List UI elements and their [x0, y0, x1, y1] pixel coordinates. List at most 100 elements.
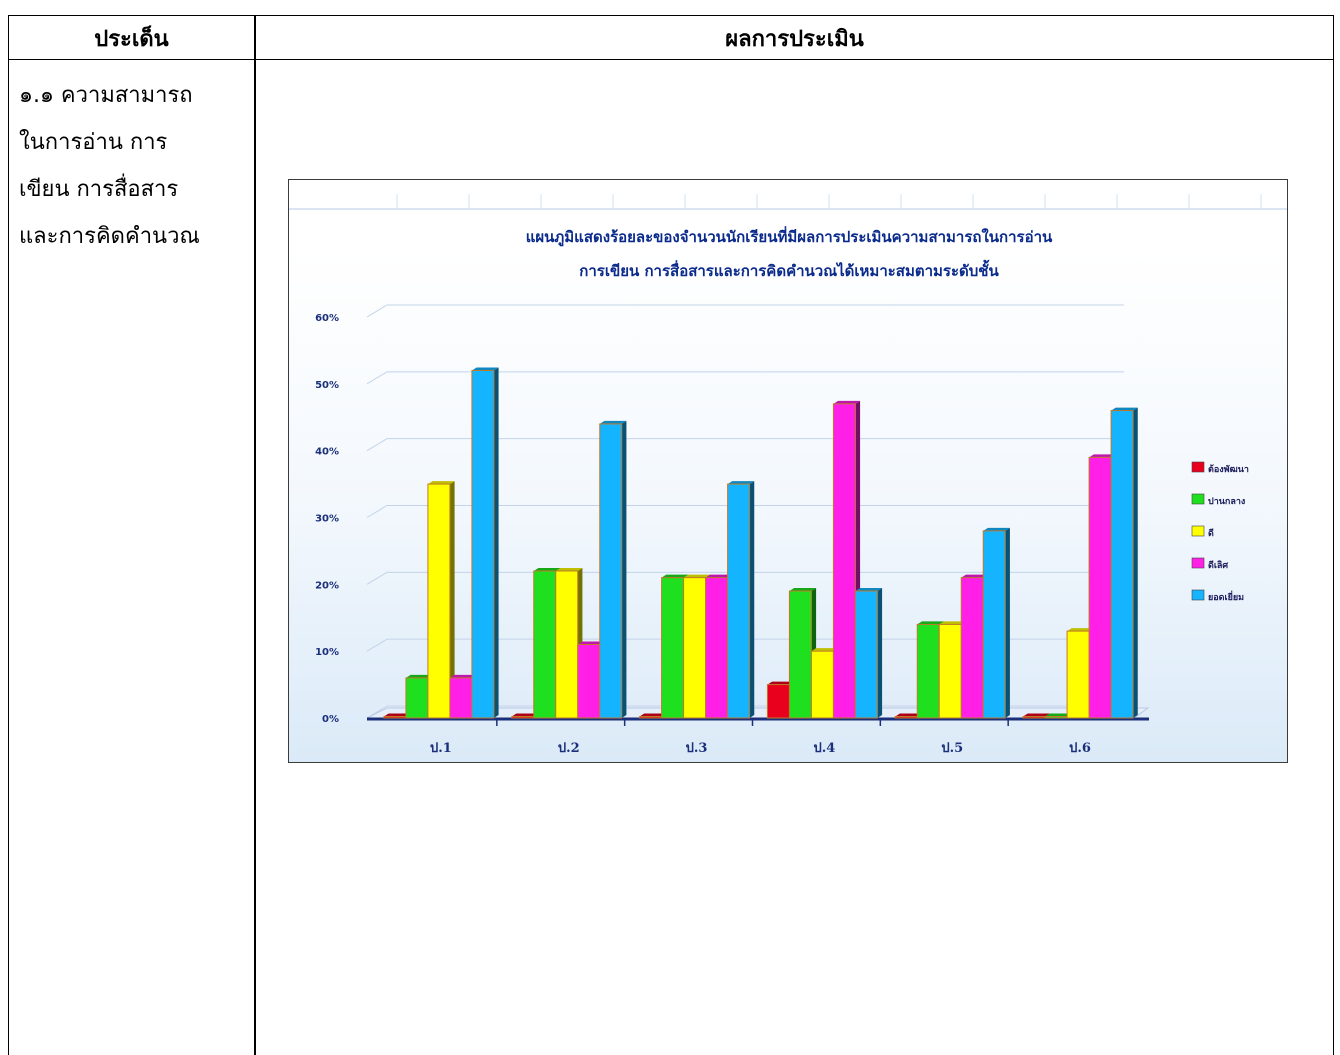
bar-front	[577, 643, 601, 719]
bar-top	[855, 588, 883, 592]
x-tick-label: ป.1	[430, 741, 452, 756]
bar-front	[938, 623, 962, 719]
y-tick-label: 50%	[315, 380, 339, 391]
issue-line: และการคิดคำนวณ	[19, 224, 200, 249]
bar-front	[854, 590, 878, 719]
bar	[1110, 407, 1138, 719]
bar-top	[1111, 407, 1138, 411]
y-axis: 0% 10% 20% 30% 40% 50% 60%	[315, 313, 339, 725]
bar	[599, 420, 627, 719]
bar-front	[1066, 630, 1090, 719]
chart-title-line-1: แผนภูมิแสดงร้อยละของจำนวนนักเรียนที่มีผล…	[526, 226, 1053, 247]
bar-top	[427, 481, 455, 485]
bar-front	[639, 716, 663, 719]
bar-top	[705, 574, 733, 578]
bar	[832, 400, 861, 719]
bar-top	[1023, 713, 1050, 717]
x-tick-label: ป.3	[686, 741, 708, 756]
bar-top	[1067, 628, 1094, 632]
bar-front	[894, 716, 918, 719]
bar-front	[810, 650, 834, 719]
x-tick-label: ป.6	[1069, 741, 1091, 756]
bar-front	[832, 403, 856, 719]
header-result: ผลการประเมิน	[725, 26, 864, 52]
bar-front	[405, 677, 429, 719]
bar-front	[683, 577, 707, 719]
legend-swatch	[1191, 493, 1205, 505]
bar-side	[621, 420, 627, 718]
bar	[982, 527, 1010, 719]
legend-swatch	[1191, 557, 1205, 569]
bar	[471, 367, 499, 719]
bar-top	[939, 621, 966, 625]
bar-top	[471, 367, 499, 371]
chart-title-line-2: การเขียน การสื่อสารและการคิดคำนวณได้เหมา…	[579, 259, 999, 280]
issue-cell: ๑.๑ ความสามารถ ในการอ่าน การ เขียน การสื…	[19, 72, 251, 260]
chart-bars	[383, 367, 1138, 719]
legend-swatch	[1191, 525, 1205, 537]
bar-front	[727, 483, 751, 719]
bar-top	[555, 567, 583, 571]
bar-top	[405, 674, 433, 678]
bar-front	[599, 423, 623, 719]
bar-top	[811, 648, 839, 652]
legend-label: ดี	[1208, 528, 1214, 539]
column-divider	[254, 16, 256, 1055]
bar-side	[749, 481, 755, 718]
bar-top	[1045, 713, 1072, 717]
bar-side	[493, 367, 499, 718]
gridline-depth	[366, 505, 388, 518]
bar-top	[983, 527, 1010, 531]
bar-front	[1022, 716, 1046, 719]
legend-label: ต้องพัฒนา	[1208, 464, 1249, 475]
bar-top	[449, 674, 477, 678]
header-issue: ประเด็น	[94, 26, 169, 52]
bar-front	[916, 623, 940, 719]
bar-side	[877, 588, 883, 718]
bar-chart: แผนภูมิแสดงร้อยละของจำนวนนักเรียนที่มีผล…	[289, 194, 1287, 756]
bar-front	[427, 483, 451, 719]
legend-swatch	[1191, 461, 1205, 473]
bar	[427, 481, 455, 719]
y-tick-label: 20%	[315, 580, 339, 591]
gridline-depth	[366, 571, 388, 585]
bar-side	[449, 481, 455, 718]
bar-front	[555, 570, 579, 719]
y-tick-label: 0%	[322, 714, 339, 725]
x-tick-label: ป.2	[558, 741, 580, 756]
bar-front	[449, 677, 473, 719]
y-tick-label: 10%	[315, 647, 339, 658]
legend-swatch	[1191, 589, 1205, 601]
gridline-depth	[366, 304, 388, 318]
bar-top	[383, 713, 411, 717]
bar-front	[788, 590, 812, 719]
bar-top	[727, 481, 755, 485]
bar	[854, 588, 883, 719]
bar-top	[599, 420, 627, 424]
bar-top	[767, 681, 795, 685]
bar-top	[917, 621, 944, 625]
y-tick-label: 60%	[315, 313, 339, 324]
bar-top	[533, 567, 561, 571]
bar-top	[511, 713, 539, 717]
bar-side	[1133, 407, 1138, 718]
gridline-depth	[366, 638, 388, 652]
bar-front	[1044, 716, 1068, 719]
bar-top	[639, 713, 667, 717]
x-tick-label: ป.4	[814, 741, 836, 756]
assessment-table: ประเด็น ผลการประเมิน ๑.๑ ความสามารถ ในกา…	[8, 15, 1334, 1055]
bar-top	[577, 641, 605, 645]
chart-container: แผนภูมิแสดงร้อยละของจำนวนนักเรียนที่มีผล…	[288, 179, 1288, 763]
table-header-row: ประเด็น ผลการประเมิน	[9, 16, 1333, 60]
legend-label: ปานกลาง	[1208, 496, 1245, 507]
bar-front	[1110, 410, 1134, 719]
bar-top	[661, 574, 689, 578]
bar-top	[683, 574, 711, 578]
chart-grid	[366, 304, 1124, 719]
bar-top	[789, 588, 817, 592]
bar-front	[705, 577, 729, 719]
bar-top	[895, 713, 922, 717]
bar-front	[960, 577, 984, 719]
bar-front	[471, 369, 495, 719]
